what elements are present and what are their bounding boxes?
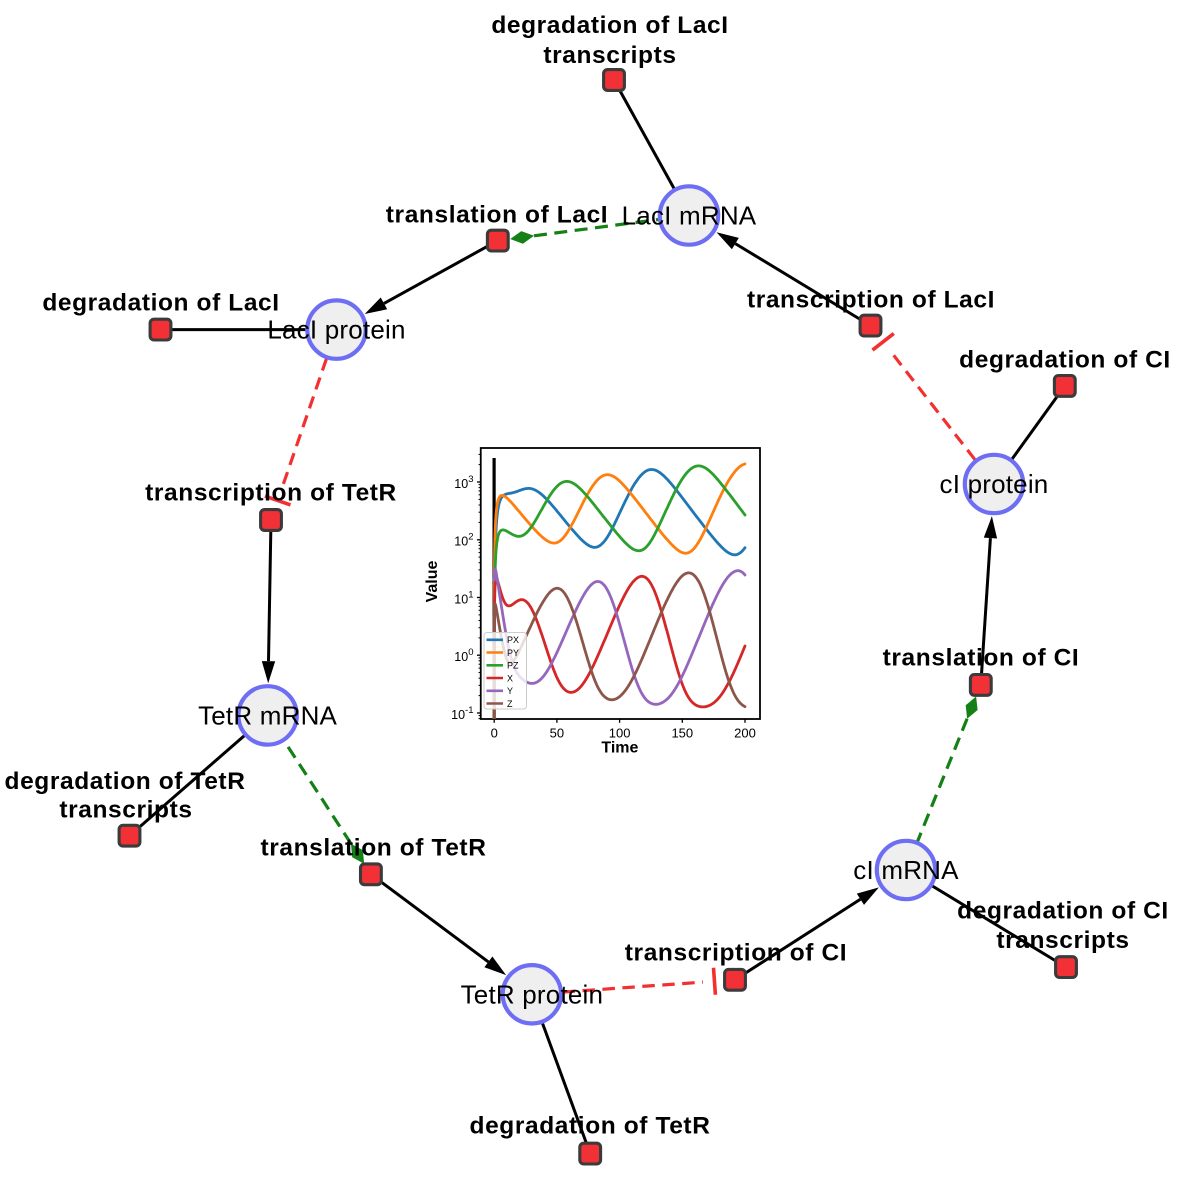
svg-text:PZ: PZ [507, 661, 519, 671]
svg-text:transcripts: transcripts [59, 797, 192, 824]
svg-text:PX: PX [507, 635, 519, 645]
svg-text:transcription of LacI: transcription of LacI [747, 287, 995, 314]
svg-text:transcription of TetR: transcription of TetR [145, 480, 397, 507]
svg-text:Z: Z [507, 699, 513, 709]
svg-text:transcription of CI: transcription of CI [625, 940, 847, 967]
svg-text:TetR mRNA: TetR mRNA [198, 700, 337, 730]
svg-text:150: 150 [671, 726, 693, 741]
svg-text:degradation of LacI: degradation of LacI [491, 12, 728, 39]
svg-text:50: 50 [550, 726, 564, 741]
svg-text:cI mRNA: cI mRNA [853, 855, 959, 885]
svg-text:LacI mRNA: LacI mRNA [622, 201, 757, 231]
svg-text:transcripts: transcripts [543, 42, 676, 69]
svg-text:100: 100 [454, 647, 473, 664]
svg-text:200: 200 [734, 726, 756, 741]
svg-text:PY: PY [507, 648, 519, 658]
svg-text:translation of LacI: translation of LacI [386, 202, 608, 229]
svg-text:0: 0 [491, 726, 498, 741]
svg-text:translation of CI: translation of CI [883, 645, 1080, 672]
svg-text:transcripts: transcripts [996, 927, 1129, 954]
svg-text:degradation of CI: degradation of CI [959, 347, 1171, 374]
svg-text:100: 100 [609, 726, 631, 741]
svg-text:102: 102 [454, 532, 473, 549]
svg-text:degradation of TetR: degradation of TetR [5, 768, 246, 795]
svg-text:degradation of CI: degradation of CI [957, 898, 1169, 925]
svg-text:10-1: 10-1 [451, 705, 473, 722]
svg-text:103: 103 [454, 474, 473, 491]
svg-text:101: 101 [454, 589, 473, 606]
svg-text:degradation of TetR: degradation of TetR [470, 1113, 711, 1140]
svg-text:TetR protein: TetR protein [461, 979, 604, 1009]
svg-text:Time: Time [601, 740, 638, 757]
svg-text:Value: Value [424, 561, 441, 603]
svg-text:X: X [507, 673, 513, 683]
svg-text:degradation of LacI: degradation of LacI [42, 290, 279, 317]
svg-text:cI protein: cI protein [940, 469, 1049, 499]
svg-text:LacI protein: LacI protein [267, 315, 405, 345]
svg-text:translation of TetR: translation of TetR [260, 835, 486, 862]
svg-text:Y: Y [507, 686, 513, 696]
